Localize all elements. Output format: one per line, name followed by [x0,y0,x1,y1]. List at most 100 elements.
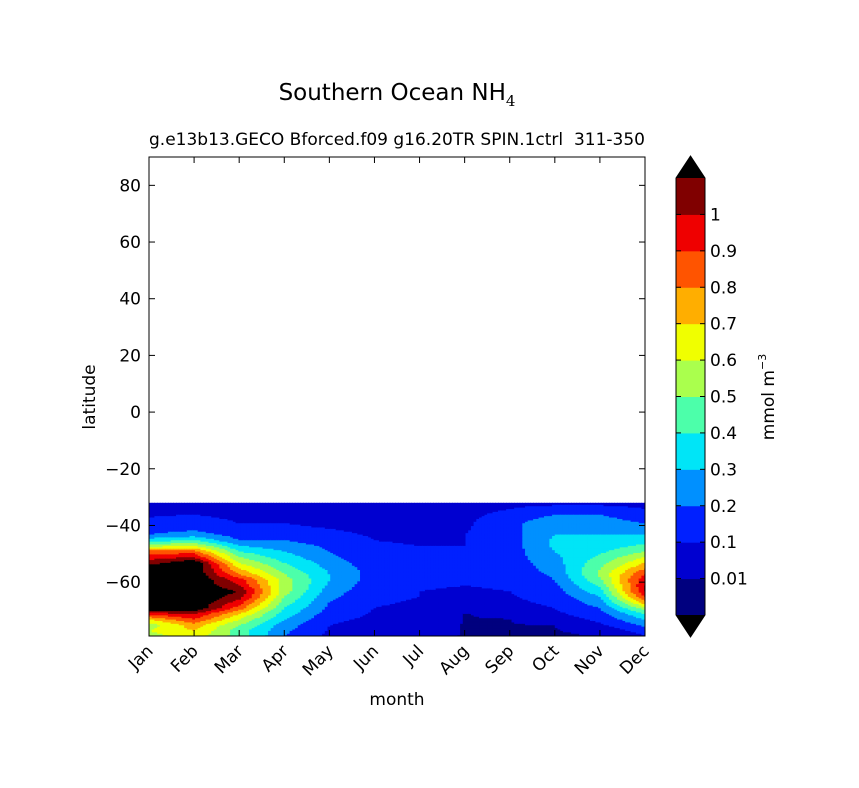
contour-cell [200,579,204,582]
contour-cell [159,511,164,514]
contour-cell [157,633,161,636]
contour-cell [205,507,210,510]
contour-cell [173,626,177,629]
contour-cell [149,533,153,536]
contour-cell [162,502,166,505]
contour-cell [176,543,180,546]
contour-cell [184,613,188,616]
contour-cell [173,623,177,626]
contour-cell [213,565,218,568]
contour-cell [186,620,191,623]
contour-cell [173,630,177,633]
contour-cell [213,519,218,522]
contour-cell [189,514,193,517]
contour-cell [184,604,188,607]
contour-cell [208,526,212,529]
contour-cell [194,599,199,602]
contour-cell [186,521,191,524]
contour-cell [173,611,177,614]
contour-cell [178,604,183,607]
contour-cell [203,628,207,631]
contour-cell [197,538,202,541]
contour-cell [181,562,185,565]
contour-cell [181,508,185,511]
contour-cell [186,543,191,546]
contour-cell [162,531,166,534]
contour-cell [222,593,226,596]
contour-cell [194,546,199,549]
contour-cell [173,555,177,558]
contour-cell [151,592,156,595]
contour-cell [200,541,204,544]
contour-cell [149,624,153,627]
contour-cell [165,509,169,512]
contour-cell [216,624,220,627]
contour-cell [165,628,169,631]
contour-cell [216,536,220,539]
contour-cell [165,549,169,552]
contour-cell [186,580,191,583]
contour-cell [184,617,188,620]
contour-cell [211,515,215,518]
contour-cell [159,589,164,592]
contour-cell [178,543,183,546]
contour-cell [181,556,185,559]
contour-cell [170,604,174,607]
contour-cell [216,504,220,507]
contour-cell [157,563,161,566]
contour-cell [205,552,210,555]
contour-cell [222,617,226,620]
contour-cell [203,606,207,609]
contour-cell [173,609,177,612]
contour-cell [159,596,164,599]
contour-cell [178,614,183,617]
contour-cell [178,577,183,580]
contour-cell [181,572,185,575]
contour-cell [162,611,166,614]
contour-cell [216,522,220,525]
contour-cell [205,563,210,566]
contour-cell [159,576,164,579]
contour-cell [173,599,177,602]
contour-cell [213,528,218,531]
contour-cell [222,589,226,592]
contour-cell [222,536,226,539]
contour-cell [170,558,174,561]
contour-cell [173,536,177,539]
contour-cell [186,577,191,580]
contour-cell [181,558,185,561]
contour-cell [197,548,202,551]
contour-cell [189,566,193,569]
contour-cell [197,613,202,616]
contour-cell [154,607,158,610]
contour-cell [200,560,204,563]
contour-cell [173,566,177,569]
contour-cell [219,508,223,511]
contour-cell [213,575,218,578]
contour-cell [162,567,166,570]
contour-cell [178,613,183,616]
contour-cell [170,630,174,633]
contour-cell [173,548,177,551]
contour-cell [181,623,185,626]
contour-cell [162,565,166,568]
contour-cell [176,565,180,568]
contour-cell [216,521,220,524]
contour-cell [222,600,226,603]
contour-cell [222,610,226,613]
contour-cell [205,623,210,626]
contour-cell [178,559,183,562]
contour-cell [167,541,172,544]
contour-cell [167,631,172,634]
contour-cell [178,592,183,595]
contour-cell [149,572,153,575]
contour-cell [154,555,158,558]
contour-cell [192,556,196,559]
contour-cell [189,531,193,534]
contour-cell [165,514,169,517]
contour-cell [159,526,164,529]
contour-cell [211,572,215,575]
contour-cell [157,555,161,558]
contour-cell [208,569,212,572]
contour-cell [162,524,166,527]
